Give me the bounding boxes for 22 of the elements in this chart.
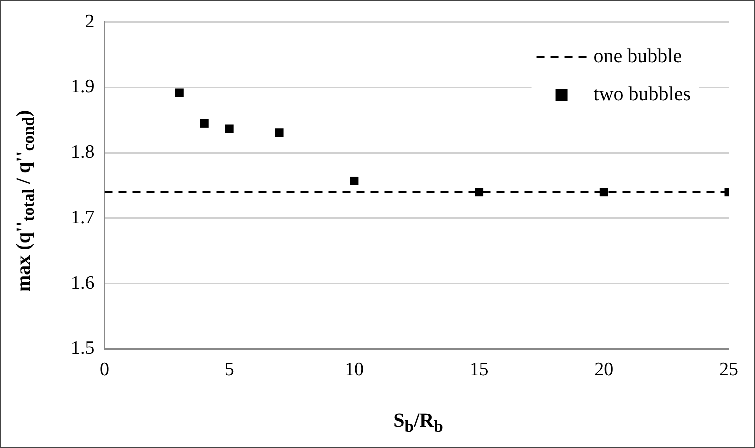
x-tick-label: 5 bbox=[224, 360, 234, 381]
x-tick-label: 20 bbox=[594, 360, 614, 381]
point bbox=[600, 188, 608, 197]
point bbox=[200, 119, 209, 128]
x-axis-title: S$_{b}$/R$_{b}$ bbox=[394, 410, 444, 436]
y-tick-label: 1.6 bbox=[71, 272, 95, 294]
x-tick-label: 10 bbox=[344, 360, 364, 381]
x-tick-label: 0 bbox=[100, 360, 110, 381]
x-tick-label: 15 bbox=[470, 360, 489, 381]
y-tick-label: 1.8 bbox=[71, 142, 95, 164]
point bbox=[225, 124, 234, 134]
y-tick-label: 1.9 bbox=[71, 76, 95, 98]
legend-label: two bubbles bbox=[594, 84, 692, 106]
y-tick-label: 2 bbox=[85, 11, 95, 32]
x-tick-label: 25 bbox=[720, 360, 738, 381]
point bbox=[275, 128, 284, 138]
point bbox=[475, 188, 484, 197]
y-tick-label: 1.5 bbox=[71, 338, 95, 360]
y-tick-label: 1.7 bbox=[71, 207, 95, 228]
point bbox=[175, 88, 184, 98]
legend-label: one bubble bbox=[594, 46, 682, 68]
point bbox=[350, 176, 359, 186]
